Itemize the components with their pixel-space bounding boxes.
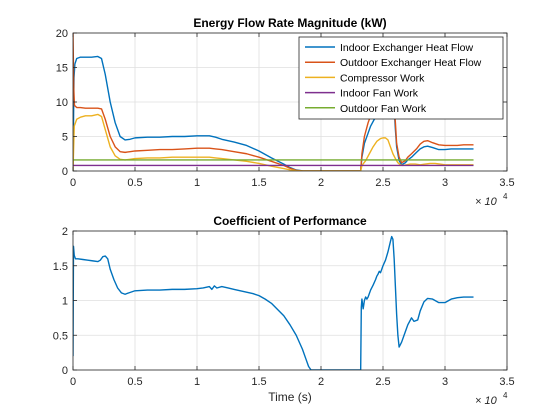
energy-flow-x-tick-label: 1 [194, 177, 200, 189]
energy-flow-y-tick-label: 0 [62, 166, 68, 178]
cop-y-tick-label: 1 [62, 296, 68, 308]
energy-flow-x-multiplier-exponent: 4 [503, 192, 508, 201]
energy-flow-series-indoor-exchanger-heat-flow-line [73, 55, 474, 171]
cop-ticks: 0 0.5 1 1.5 2 2.5 3 3.5 0 0.5 1 1.5 2 [53, 226, 515, 388]
energy-flow-y-tick-label: 20 [56, 28, 68, 40]
legend-label-indoor-fan-work: Indoor Fan Work [340, 88, 419, 100]
cop-series-cop-line [73, 235, 474, 370]
energy-flow-x-tick-label: 0 [70, 177, 76, 189]
energy-flow-axes: 0 0.5 1 1.5 2 2.5 3 3.5 0 5 10 15 20 Energy Flow Rat… [56, 16, 515, 208]
energy-flow-x-tick-label: 0.5 [127, 177, 142, 189]
cop-title: Coefficient of Performance [213, 214, 367, 228]
energy-flow-x-tick-label: 1.5 [251, 177, 266, 189]
legend-label-outdoor-fan-work: Outdoor Fan Work [340, 103, 427, 115]
legend-label-compressor-work: Compressor Work [340, 72, 425, 84]
energy-flow-x-multiplier: × 10 4 [475, 192, 508, 208]
cop-x-multiplier-exponent: 4 [503, 391, 508, 400]
cop-axes: 0 0.5 1 1.5 2 2.5 3 3.5 0 0.5 1 1.5 2 Coefficient of… [53, 214, 515, 407]
energy-flow-lines [73, 33, 474, 171]
energy-flow-x-tick-label: 2.5 [375, 177, 390, 189]
cop-lines [73, 235, 474, 370]
cop-x-multiplier-base: × 10 [475, 395, 498, 407]
energy-flow-y-tick-label: 10 [56, 97, 68, 109]
cop-x-tick-label: 2 [318, 376, 324, 388]
energy-flow-ticks: 0 0.5 1 1.5 2 2.5 3 3.5 0 5 10 15 20 [56, 28, 515, 189]
energy-flow-y-tick-label: 5 [62, 132, 68, 144]
energy-flow-x-tick-label: 3 [442, 177, 448, 189]
legend-label-outdoor-exchanger-heat-flow: Outdoor Exchanger Heat Flow [340, 57, 482, 69]
cop-y-tick-label: 2 [62, 226, 68, 238]
energy-flow-x-tick-label: 3.5 [499, 177, 514, 189]
energy-flow-title: Energy Flow Rate Magnitude (kW) [193, 16, 386, 30]
cop-x-tick-label: 0.5 [127, 376, 142, 388]
cop-x-tick-label: 3.5 [499, 376, 514, 388]
energy-flow-x-multiplier-base: × 10 [475, 196, 498, 208]
energy-flow-series-outdoor-exchanger-heat-flow-line [73, 33, 474, 171]
cop-x-tick-label: 0 [70, 376, 76, 388]
energy-flow-y-tick-label: 15 [56, 63, 68, 75]
cop-x-tick-label: 2.5 [375, 376, 390, 388]
cop-x-tick-label: 1 [194, 376, 200, 388]
cop-x-multiplier: × 10 4 [475, 391, 508, 407]
energy-flow-legend: Indoor Exchanger Heat Flow Outdoor Exchan… [298, 36, 504, 120]
cop-y-tick-label: 0.5 [53, 330, 68, 342]
cop-x-tick-label: 3 [442, 376, 448, 388]
cop-x-tick-label: 1.5 [251, 376, 266, 388]
cop-y-tick-label: 1.5 [53, 261, 68, 273]
cop-x-axis-label: Time (s) [268, 390, 312, 404]
legend-label-indoor-exchanger-heat-flow: Indoor Exchanger Heat Flow [340, 42, 473, 54]
energy-flow-x-tick-label: 2 [318, 177, 324, 189]
cop-y-tick-label: 0 [62, 365, 68, 377]
